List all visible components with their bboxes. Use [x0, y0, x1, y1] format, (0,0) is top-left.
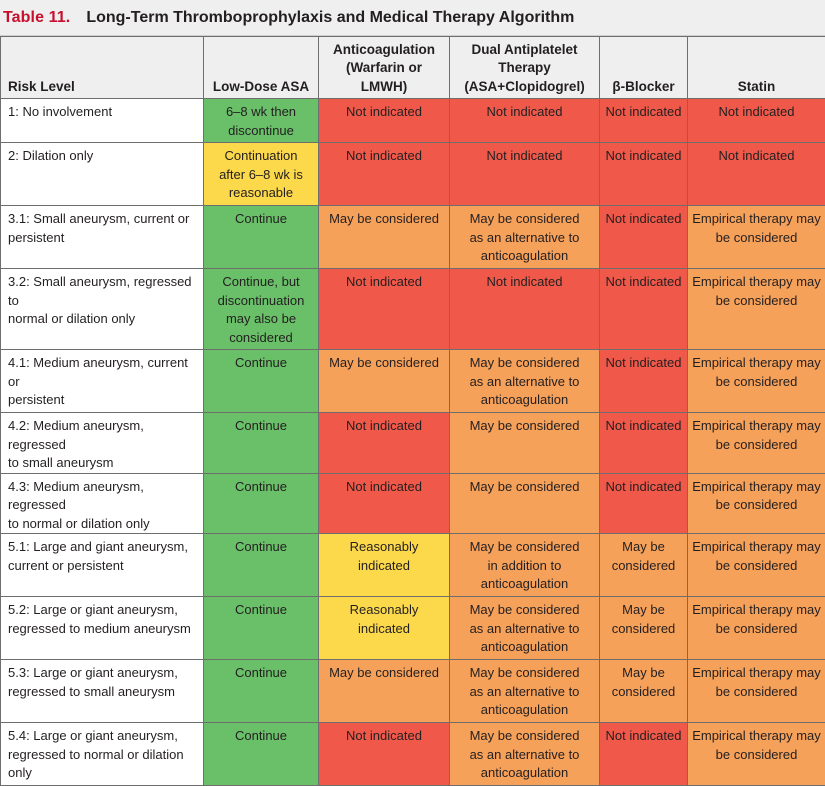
anticoagulation-cell: Not indicated — [319, 269, 450, 350]
beta-blocker-cell: Not indicated — [600, 723, 688, 786]
col-header-anticoagulation: Anticoagulation(Warfarin or LMWH) — [319, 37, 450, 99]
table-row: 5.3: Large or giant aneurysm,regressed t… — [1, 660, 825, 723]
table-title: Table 11. Long-Term Thromboprophylaxis a… — [0, 0, 825, 36]
statin-cell: Not indicated — [688, 99, 825, 143]
dual-antiplatelet-cell: Not indicated — [450, 143, 600, 206]
low-dose-asa-cell: Continue — [204, 413, 319, 474]
beta-blocker-cell: Not indicated — [600, 350, 688, 413]
anticoagulation-cell: Reasonably indicated — [319, 534, 450, 597]
beta-blocker-cell: Not indicated — [600, 99, 688, 143]
dual-antiplatelet-cell: May be considered — [450, 413, 600, 474]
beta-blocker-cell: Not indicated — [600, 473, 688, 534]
statin-cell: Not indicated — [688, 143, 825, 206]
risk-level-cell: 5.1: Large and giant aneurysm,current or… — [1, 534, 204, 597]
col-header-low-dose-asa: Low-Dose ASA — [204, 37, 319, 99]
anticoagulation-cell: Not indicated — [319, 473, 450, 534]
dual-antiplatelet-cell: Not indicated — [450, 99, 600, 143]
anticoagulation-cell: Not indicated — [319, 99, 450, 143]
dual-antiplatelet-cell: May be considered — [450, 473, 600, 534]
low-dose-asa-cell: Continue — [204, 350, 319, 413]
col-header-risk-level: Risk Level — [1, 37, 204, 99]
table-number: Table 11. — [3, 9, 70, 27]
table-row: 5.2: Large or giant aneurysm,regressed t… — [1, 597, 825, 660]
dual-antiplatelet-cell: Not indicated — [450, 269, 600, 350]
table-row: 5.1: Large and giant aneurysm,current or… — [1, 534, 825, 597]
low-dose-asa-cell: Continue — [204, 206, 319, 269]
risk-level-cell: 1: No involvement — [1, 99, 204, 143]
table-caption: Long-Term Thromboprophylaxis and Medical… — [86, 9, 574, 27]
anticoagulation-cell: Not indicated — [319, 723, 450, 786]
anticoagulation-cell: May be considered — [319, 206, 450, 269]
anticoagulation-cell: Reasonably indicated — [319, 597, 450, 660]
therapy-algorithm-table: Risk Level Low-Dose ASA Anticoagulation(… — [0, 36, 825, 786]
anticoagulation-cell: May be considered — [319, 660, 450, 723]
table-row: 5.4: Large or giant aneurysm,regressed t… — [1, 723, 825, 786]
risk-level-cell: 5.2: Large or giant aneurysm,regressed t… — [1, 597, 204, 660]
risk-level-cell: 5.3: Large or giant aneurysm,regressed t… — [1, 660, 204, 723]
low-dose-asa-cell: Continue — [204, 660, 319, 723]
beta-blocker-cell: Not indicated — [600, 206, 688, 269]
anticoagulation-cell: Not indicated — [319, 413, 450, 474]
low-dose-asa-cell: Continue — [204, 473, 319, 534]
col-header-beta-blocker: β-Blocker — [600, 37, 688, 99]
risk-level-cell: 2: Dilation only — [1, 143, 204, 206]
beta-blocker-cell: Not indicated — [600, 269, 688, 350]
low-dose-asa-cell: Continue — [204, 534, 319, 597]
low-dose-asa-cell: Continue — [204, 597, 319, 660]
header-row: Risk Level Low-Dose ASA Anticoagulation(… — [1, 37, 825, 99]
risk-level-cell: 5.4: Large or giant aneurysm,regressed t… — [1, 723, 204, 786]
beta-blocker-cell: Not indicated — [600, 413, 688, 474]
beta-blocker-cell: Not indicated — [600, 143, 688, 206]
anticoagulation-cell: Not indicated — [319, 143, 450, 206]
col-header-statin: Statin — [688, 37, 825, 99]
anticoagulation-cell: May be considered — [319, 350, 450, 413]
low-dose-asa-cell: Continue — [204, 723, 319, 786]
